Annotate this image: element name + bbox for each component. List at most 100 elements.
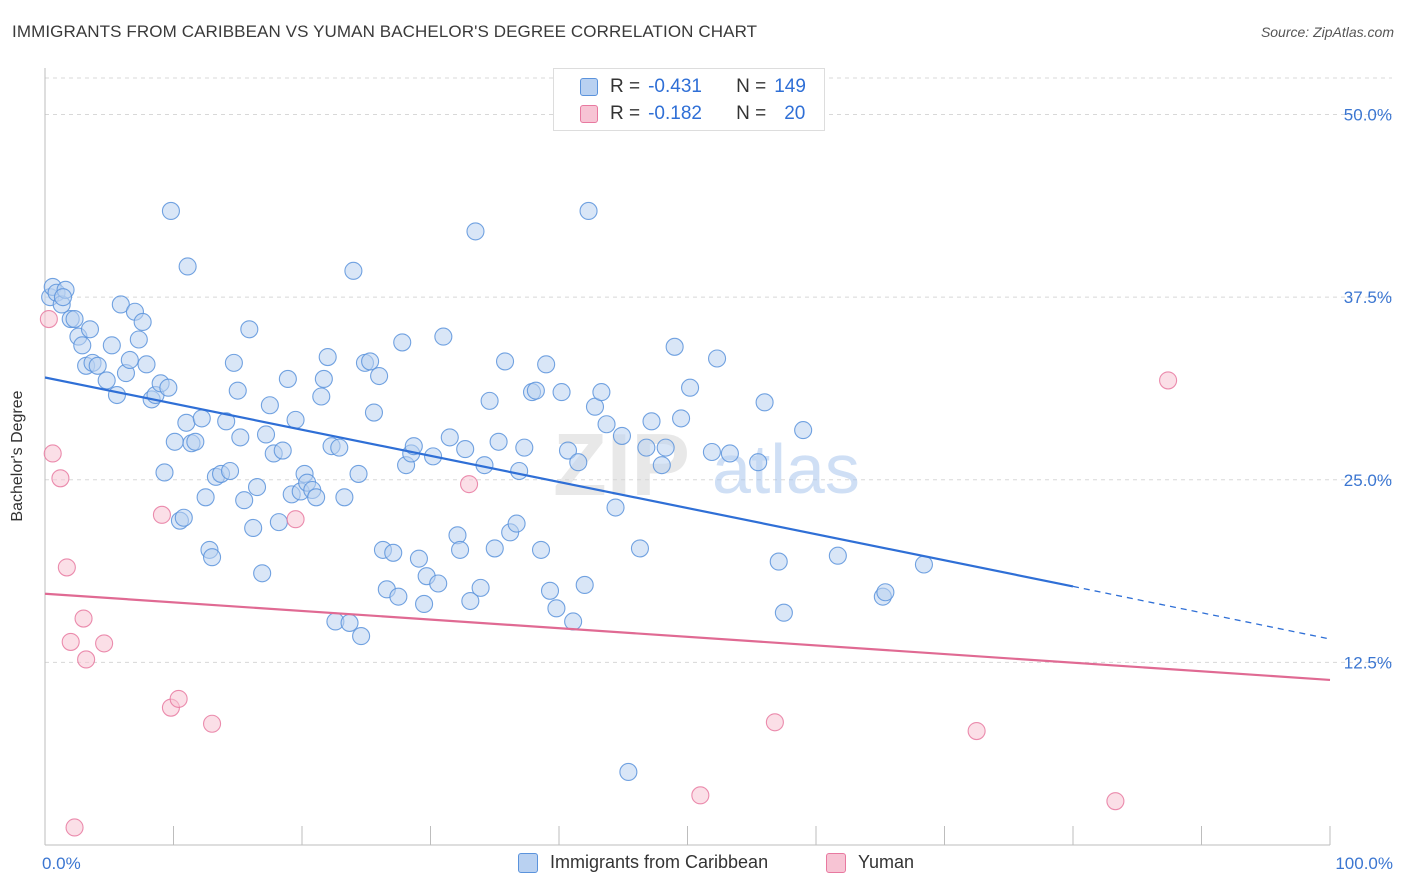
point-caribbean [192, 409, 211, 428]
point-caribbean [642, 412, 661, 431]
point-caribbean [876, 583, 895, 602]
point-caribbean [235, 491, 254, 510]
legend-n-label: N = [736, 103, 767, 124]
point-caribbean [434, 327, 453, 346]
point-caribbean [702, 442, 721, 462]
point-caribbean [312, 387, 331, 406]
point-caribbean [531, 540, 551, 559]
data-points [39, 201, 1178, 837]
point-caribbean [592, 383, 611, 402]
point-caribbean [708, 349, 727, 368]
point-caribbean [335, 488, 354, 507]
point-caribbean [630, 539, 650, 558]
legend-row-caribbean: R = -0.431 N = 149 [554, 74, 806, 100]
point-yuman [65, 818, 84, 837]
point-caribbean [415, 594, 434, 613]
point-caribbean [129, 330, 148, 349]
point-yuman [203, 714, 222, 733]
point-yuman [74, 609, 93, 628]
point-caribbean [228, 381, 247, 400]
point-caribbean [579, 201, 598, 220]
point-caribbean [656, 438, 675, 457]
tick-labels: 12.5% 25.0% 37.5% 50.0% 0.0% 100.0% [42, 106, 1393, 873]
point-caribbean [344, 261, 363, 280]
point-caribbean [389, 587, 408, 606]
point-caribbean [637, 438, 656, 457]
point-yuman [691, 786, 710, 805]
point-caribbean [480, 391, 499, 410]
legend-n-value: 20 [784, 103, 806, 124]
point-caribbean [340, 613, 359, 632]
point-yuman [39, 310, 58, 329]
legend-swatch-blue [580, 78, 598, 96]
point-caribbean [364, 403, 384, 422]
point-caribbean [665, 337, 684, 356]
point-caribbean [537, 355, 556, 374]
point-caribbean [352, 627, 371, 646]
point-caribbean [231, 428, 250, 447]
point-caribbean [914, 555, 933, 574]
series-legend-label: Immigrants from Caribbean [550, 852, 769, 872]
point-yuman [967, 721, 986, 741]
point-caribbean [203, 548, 222, 567]
y-tick-label: 25.0% [1344, 471, 1392, 490]
point-caribbean [652, 456, 671, 475]
point-caribbean [471, 578, 490, 597]
point-caribbean [569, 453, 588, 472]
point-caribbean [575, 575, 594, 595]
point-caribbean [749, 453, 768, 472]
point-yuman [152, 505, 171, 524]
point-caribbean [220, 461, 240, 481]
point-caribbean [217, 412, 236, 431]
point-caribbean [273, 441, 292, 460]
series-legend-caribbean[interactable]: Immigrants from Caribbean [518, 852, 768, 873]
point-caribbean [73, 336, 92, 355]
point-caribbean [404, 437, 423, 456]
point-caribbean [552, 383, 571, 402]
point-caribbean [155, 463, 174, 482]
point-caribbean [828, 546, 847, 565]
correlation-legend: R = -0.431 N = 149 R = -0.182 N = 20 [553, 68, 825, 131]
point-caribbean [597, 415, 616, 434]
point-yuman [77, 650, 96, 669]
point-caribbean [102, 336, 121, 355]
point-caribbean [440, 428, 459, 447]
point-caribbean [681, 378, 700, 397]
point-caribbean [466, 222, 485, 241]
point-caribbean [612, 426, 632, 445]
point-caribbean [547, 599, 566, 618]
chart-title: IMMIGRANTS FROM CARIBBEAN VS YUMAN BACHE… [12, 22, 758, 41]
trend-line-caribbean-extension [1072, 585, 1331, 640]
chart-source: Source: ZipAtlas.com [1260, 24, 1394, 40]
point-caribbean [177, 413, 196, 432]
point-caribbean [137, 355, 156, 374]
point-yuman [1159, 371, 1178, 390]
point-caribbean [178, 257, 197, 276]
legend-r-value: -0.431 [648, 76, 702, 97]
point-yuman [51, 469, 70, 488]
point-caribbean [196, 488, 215, 507]
point-caribbean [240, 320, 259, 339]
point-caribbean [429, 574, 448, 593]
x-tick-label: 0.0% [42, 854, 81, 873]
point-caribbean [515, 438, 534, 457]
point-caribbean [159, 378, 178, 397]
series-legend: Immigrants from Caribbean Yuman [0, 852, 1406, 878]
point-yuman [43, 444, 62, 463]
point-caribbean [224, 353, 243, 372]
point-caribbean [672, 409, 691, 428]
point-caribbean [244, 518, 263, 538]
point-caribbean [307, 488, 326, 507]
point-caribbean [260, 396, 279, 415]
point-caribbean [720, 444, 739, 463]
series-legend-label: Yuman [858, 852, 915, 872]
point-caribbean [619, 762, 638, 782]
grid-lines [45, 77, 1392, 663]
series-legend-yuman[interactable]: Yuman [826, 852, 914, 873]
point-caribbean [409, 549, 428, 568]
point-caribbean [489, 432, 508, 451]
watermark: ZIP atlas [553, 415, 860, 514]
point-caribbean [107, 385, 127, 405]
point-caribbean [278, 369, 297, 389]
point-caribbean [558, 441, 578, 460]
